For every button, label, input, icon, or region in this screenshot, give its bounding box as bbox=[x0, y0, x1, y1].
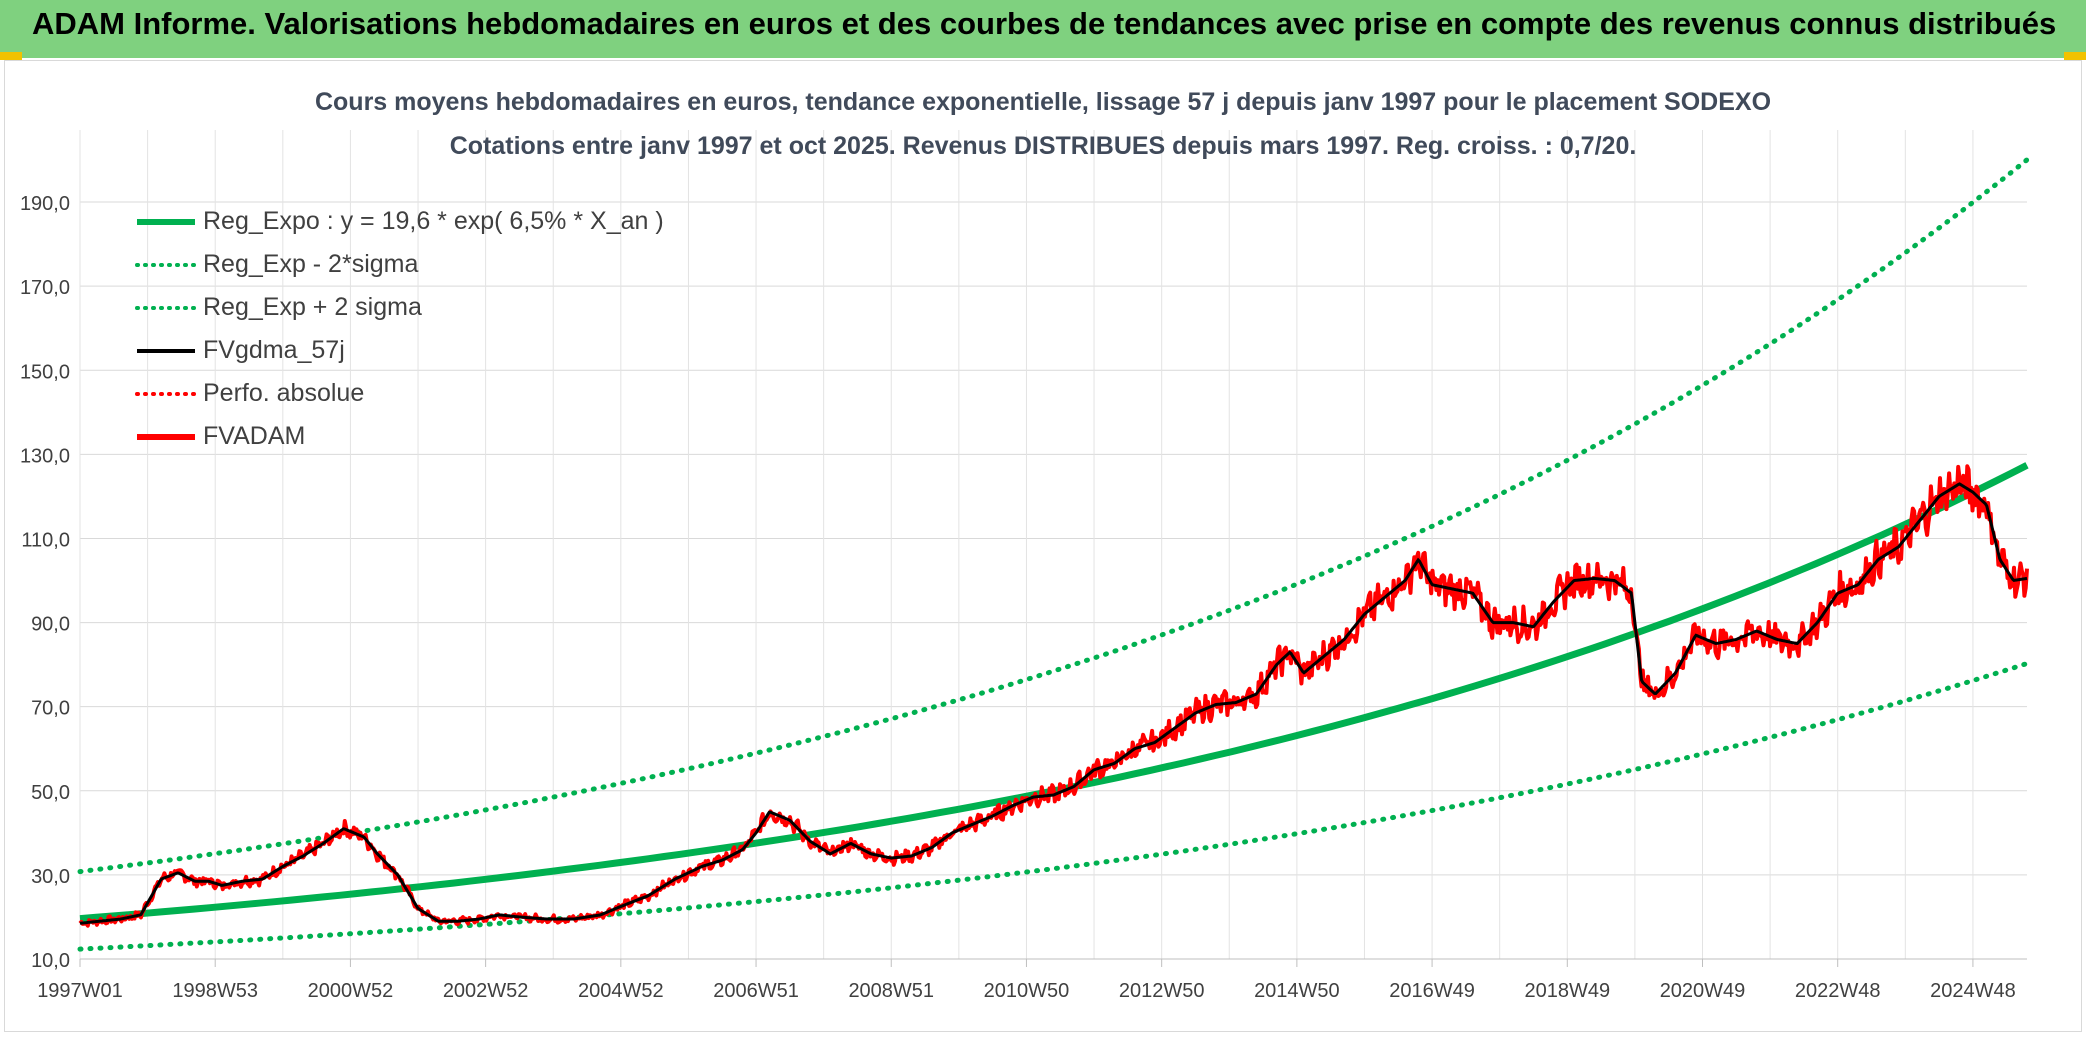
legend-label: FVgdma_57j bbox=[203, 336, 345, 364]
x-tick-label: 1998W53 bbox=[172, 980, 258, 1002]
legend-label: Reg_Exp + 2 sigma bbox=[203, 293, 422, 321]
corner-marker-right bbox=[2064, 52, 2086, 60]
legend-swatch bbox=[135, 262, 197, 267]
legend-label: FVADAM bbox=[203, 422, 306, 450]
x-tick-label: 2004W52 bbox=[578, 980, 664, 1002]
y-tick-label: 70,0 bbox=[31, 698, 70, 720]
x-tick-label: 2006W51 bbox=[713, 980, 799, 1002]
legend-item: FVADAM bbox=[135, 415, 664, 458]
x-tick-label: 2024W48 bbox=[1930, 980, 2016, 1002]
y-tick-label: 150,0 bbox=[20, 361, 70, 383]
fvgdma-57j-line bbox=[79, 482, 2028, 925]
y-tick-label: 30,0 bbox=[31, 866, 70, 888]
legend-item: Reg_Exp - 2*sigma bbox=[135, 243, 664, 286]
x-tick-label: 2022W48 bbox=[1795, 980, 1881, 1002]
legend-item: Reg_Expo : y = 19,6 * exp( 6,5% * X_an ) bbox=[135, 200, 664, 243]
chart-subtitle: Cotations entre janv 1997 et oct 2025. R… bbox=[449, 132, 1637, 160]
x-tick-label: 2000W52 bbox=[308, 980, 394, 1002]
x-tick-label: 2018W49 bbox=[1524, 980, 1610, 1002]
legend-swatch bbox=[137, 348, 195, 353]
legend-swatch bbox=[137, 218, 195, 225]
legend-label: Reg_Expo : y = 19,6 * exp( 6,5% * X_an ) bbox=[203, 207, 664, 235]
legend-label: Reg_Exp - 2*sigma bbox=[203, 250, 419, 278]
x-tick-label: 2016W49 bbox=[1389, 980, 1475, 1002]
y-tick-label: 110,0 bbox=[21, 529, 70, 551]
header-bar: ADAM Informe. Valorisations hebdomadaire… bbox=[0, 0, 2086, 58]
legend-item: Reg_Exp + 2 sigma bbox=[135, 286, 664, 329]
y-tick-label: 50,0 bbox=[31, 782, 70, 804]
legend-swatch bbox=[137, 433, 195, 440]
chart-title: Cours moyens hebdomadaires en euros, ten… bbox=[314, 88, 1772, 116]
x-tick-label: 1997W01 bbox=[37, 980, 123, 1002]
x-tick-label: 2010W50 bbox=[984, 980, 1070, 1002]
fvadam-line bbox=[78, 464, 2029, 928]
y-tick-label: 170,0 bbox=[20, 277, 70, 299]
reg-exp-plus-2sigma-line bbox=[77, 157, 2030, 875]
y-tick-label: 130,0 bbox=[20, 445, 70, 467]
legend-swatch bbox=[135, 305, 197, 310]
corner-marker-left bbox=[0, 52, 22, 60]
x-tick-label: 2020W49 bbox=[1660, 980, 1746, 1002]
y-tick-label: 90,0 bbox=[31, 614, 70, 636]
y-tick-label: 190,0 bbox=[20, 193, 70, 215]
x-tick-label: 2008W51 bbox=[848, 980, 934, 1002]
y-tick-label: 10,0 bbox=[31, 950, 70, 972]
x-tick-label: 2014W50 bbox=[1254, 980, 1340, 1002]
legend-item: FVgdma_57j bbox=[135, 329, 664, 372]
report-title: ADAM Informe. Valorisations hebdomadaire… bbox=[32, 6, 2057, 41]
chart-legend: Reg_Expo : y = 19,6 * exp( 6,5% * X_an )… bbox=[135, 200, 664, 458]
x-tick-label: 2002W52 bbox=[443, 980, 529, 1002]
legend-swatch bbox=[135, 391, 197, 396]
reg-expo-line bbox=[79, 462, 2029, 923]
legend-label: Perfo. absolue bbox=[203, 379, 365, 407]
chart-frame bbox=[4, 60, 2082, 1032]
x-tick-label: 2012W50 bbox=[1119, 980, 1205, 1002]
legend-item: Perfo. absolue bbox=[135, 372, 664, 415]
